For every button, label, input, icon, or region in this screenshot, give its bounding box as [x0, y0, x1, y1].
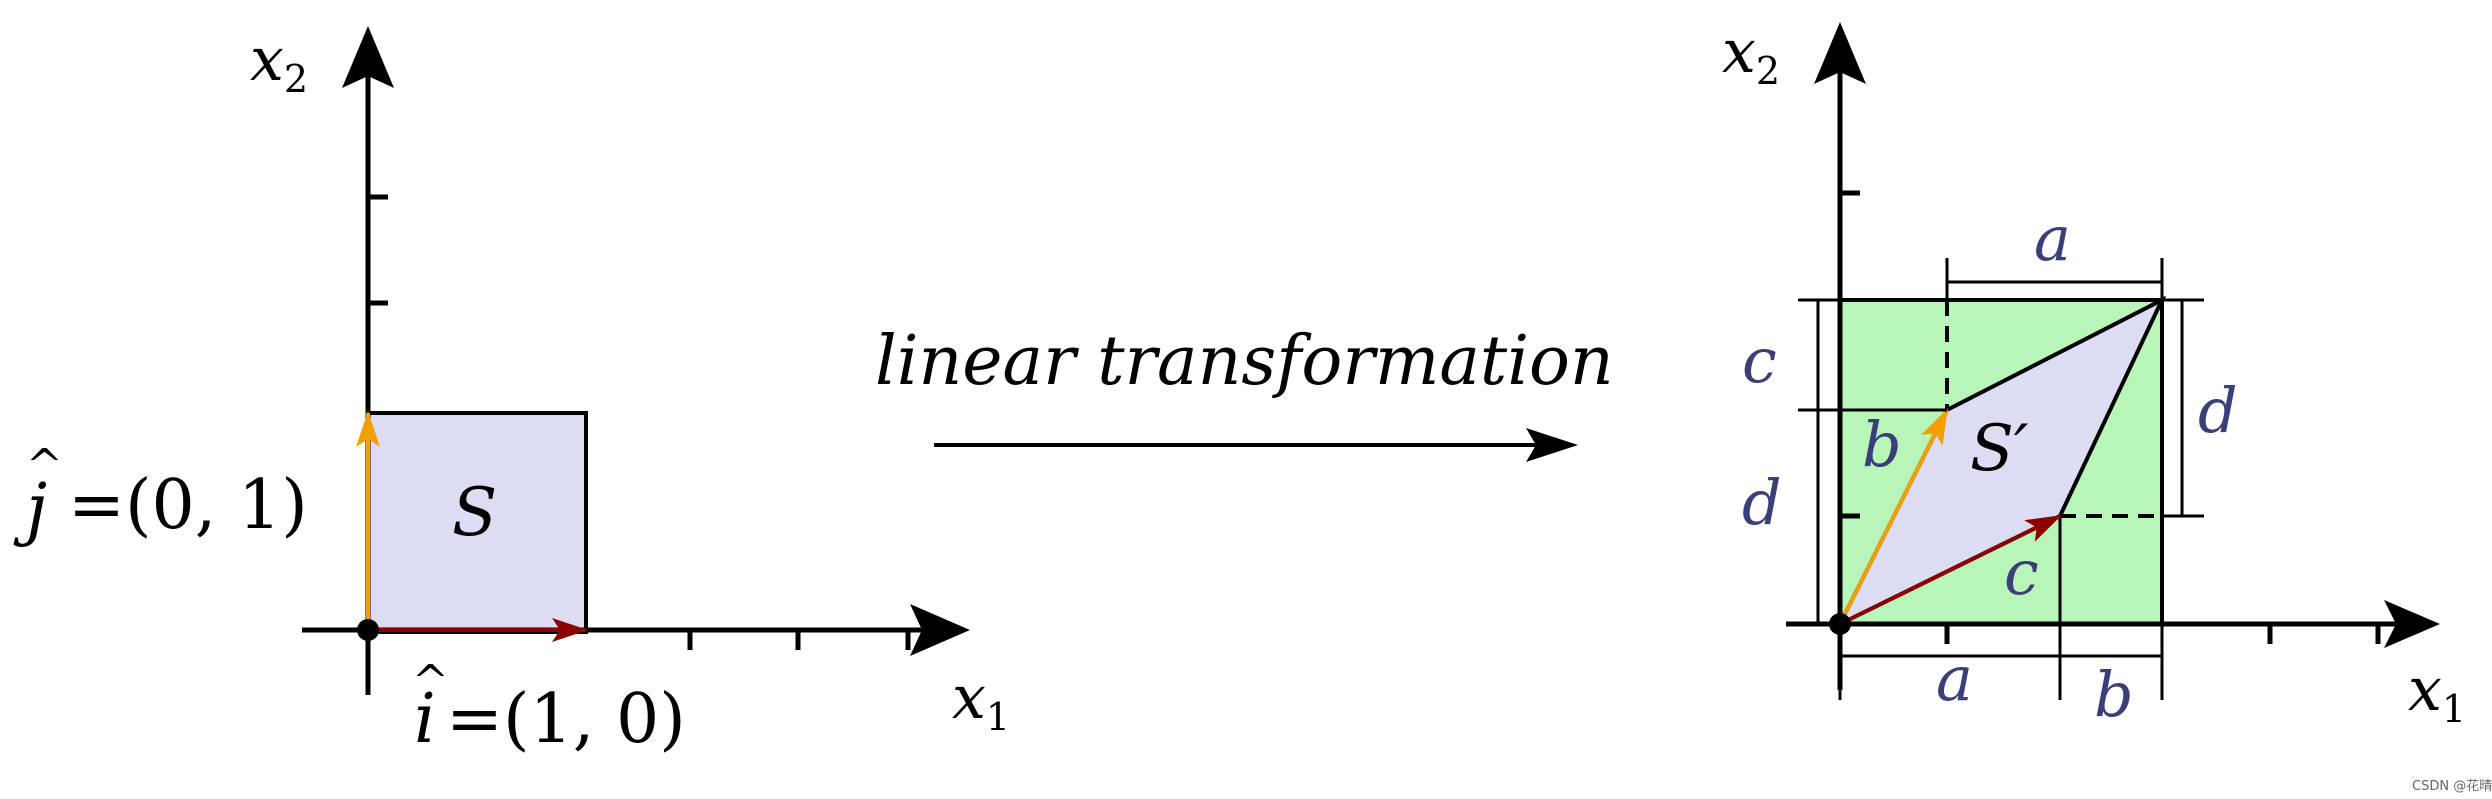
label-c-left: c [1742, 324, 1777, 397]
label-c-side: c [2004, 536, 2039, 609]
right-panel: x2 x1 S′ a d c d b c a b [1722, 17, 2466, 731]
right-x-axis-arrowhead [2384, 600, 2440, 648]
i-hat-symbol: i [414, 680, 436, 759]
watermark: CSDN @花晴 [2412, 778, 2492, 794]
i-hat-coordinates: =(1, 0) [446, 680, 686, 759]
left-y-axis-label: x2 [250, 25, 308, 101]
label-a-top: a [2034, 202, 2071, 275]
left-origin-dot [357, 619, 379, 641]
j-hat-coordinates: =(0, 1) [68, 466, 308, 545]
label-d-right: d [2198, 374, 2238, 447]
label-b-side: b [1862, 408, 1902, 481]
left-x-axis-label: x1 [952, 663, 1010, 739]
unit-square-s [366, 411, 588, 634]
right-y-axis-label: x2 [1722, 17, 1780, 93]
transformation-arrow: linear transformation [875, 322, 1614, 462]
label-a-bottom: a [1936, 642, 1973, 715]
transformed-i-vector [1839, 514, 2062, 626]
transformation-label: linear transformation [875, 322, 1614, 401]
label-b-bottom: b [2094, 658, 2134, 731]
transformation-arrowhead [1526, 428, 1578, 462]
right-y-axis-arrowhead [1814, 22, 1866, 84]
region-s-prime-label: S′ [1970, 412, 2029, 486]
left-panel: x2 x1 S j ^ =(0, 1) i ^ =(1, 0) [13, 25, 1010, 759]
transformed-j-vector [1838, 408, 1949, 625]
i-hat-hat: ^ [412, 656, 449, 707]
j-hat-hat: ^ [26, 440, 63, 491]
right-x-axis-label: x1 [2408, 655, 2466, 731]
left-x-axis-arrowhead [910, 604, 970, 656]
label-d-left: d [1742, 466, 1782, 539]
region-s-label: S [452, 474, 497, 551]
left-y-axis-arrowhead [342, 26, 394, 88]
